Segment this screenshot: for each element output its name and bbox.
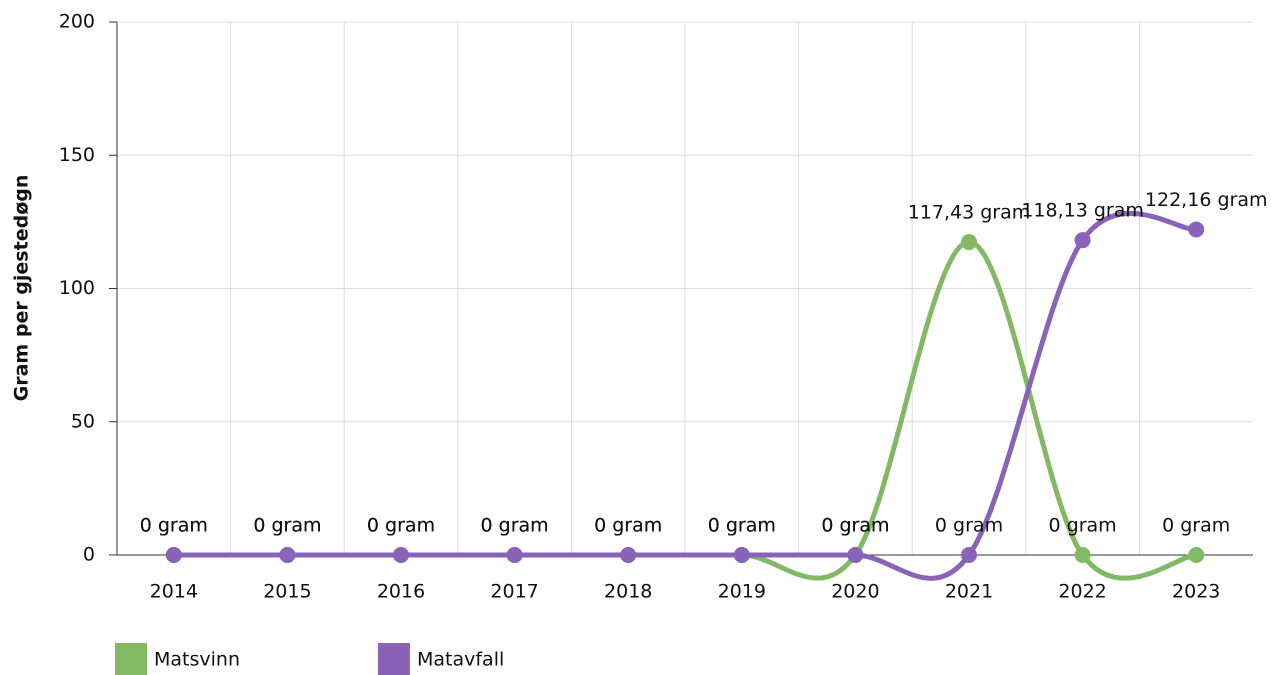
x-tick-label: 2016 bbox=[377, 581, 425, 603]
data-point bbox=[1188, 221, 1205, 238]
x-tick-label: 2020 bbox=[831, 581, 879, 603]
y-tick-label: 0 bbox=[83, 544, 95, 566]
data-label: 0 gram bbox=[140, 515, 208, 537]
legend-label: Matavfall bbox=[417, 649, 504, 671]
data-point bbox=[506, 547, 523, 563]
data-label: 0 gram bbox=[481, 515, 549, 537]
x-tick-label: 2017 bbox=[490, 581, 538, 603]
data-point bbox=[1074, 547, 1091, 563]
data-label: 0 gram bbox=[367, 515, 435, 537]
data-label: 0 gram bbox=[253, 515, 321, 537]
data-point bbox=[847, 547, 864, 563]
y-axis-label: Gram per gjestedøgn bbox=[11, 175, 33, 402]
data-point bbox=[393, 547, 409, 563]
data-label: 0 gram bbox=[594, 515, 662, 537]
x-tick-label: 2023 bbox=[1172, 581, 1220, 603]
data-label: 0 gram bbox=[1049, 515, 1117, 537]
data-point bbox=[1188, 547, 1205, 563]
data-point bbox=[1074, 232, 1091, 249]
data-label: 0 gram bbox=[481, 515, 549, 537]
x-tick-label: 2018 bbox=[604, 581, 652, 603]
data-label: 0 gram bbox=[708, 515, 776, 537]
x-tick-label: 2019 bbox=[718, 581, 766, 603]
legend-swatch bbox=[378, 643, 410, 675]
data-label: 0 gram bbox=[708, 515, 776, 537]
legend-swatch bbox=[115, 643, 147, 675]
x-tick-label: 2021 bbox=[945, 581, 993, 603]
data-point bbox=[165, 547, 182, 563]
data-label: 0 gram bbox=[821, 515, 889, 537]
data-label: 117,43 gram bbox=[908, 202, 1031, 224]
data-point bbox=[733, 547, 750, 563]
legend-label: Matsvinn bbox=[154, 649, 240, 671]
y-tick-label: 150 bbox=[59, 144, 95, 166]
y-tick-label: 100 bbox=[59, 277, 95, 299]
data-point bbox=[961, 234, 977, 251]
y-tick-label: 50 bbox=[71, 410, 95, 432]
x-tick-label: 2022 bbox=[1058, 581, 1106, 603]
data-label: 0 gram bbox=[821, 515, 889, 537]
data-label: 0 gram bbox=[140, 515, 208, 537]
data-label: 0 gram bbox=[1162, 515, 1230, 537]
data-label: 0 gram bbox=[253, 515, 321, 537]
data-point bbox=[620, 547, 637, 563]
data-point bbox=[961, 547, 977, 563]
data-label: 0 gram bbox=[935, 515, 1003, 537]
data-label: 118,13 gram bbox=[1021, 200, 1144, 222]
data-label: 0 gram bbox=[367, 515, 435, 537]
data-point bbox=[279, 547, 296, 563]
data-label: 0 gram bbox=[594, 515, 662, 537]
y-tick-label: 200 bbox=[59, 11, 95, 33]
x-tick-label: 2015 bbox=[263, 581, 311, 603]
data-label: 122,16 gram bbox=[1145, 189, 1268, 211]
x-tick-label: 2014 bbox=[150, 581, 198, 603]
